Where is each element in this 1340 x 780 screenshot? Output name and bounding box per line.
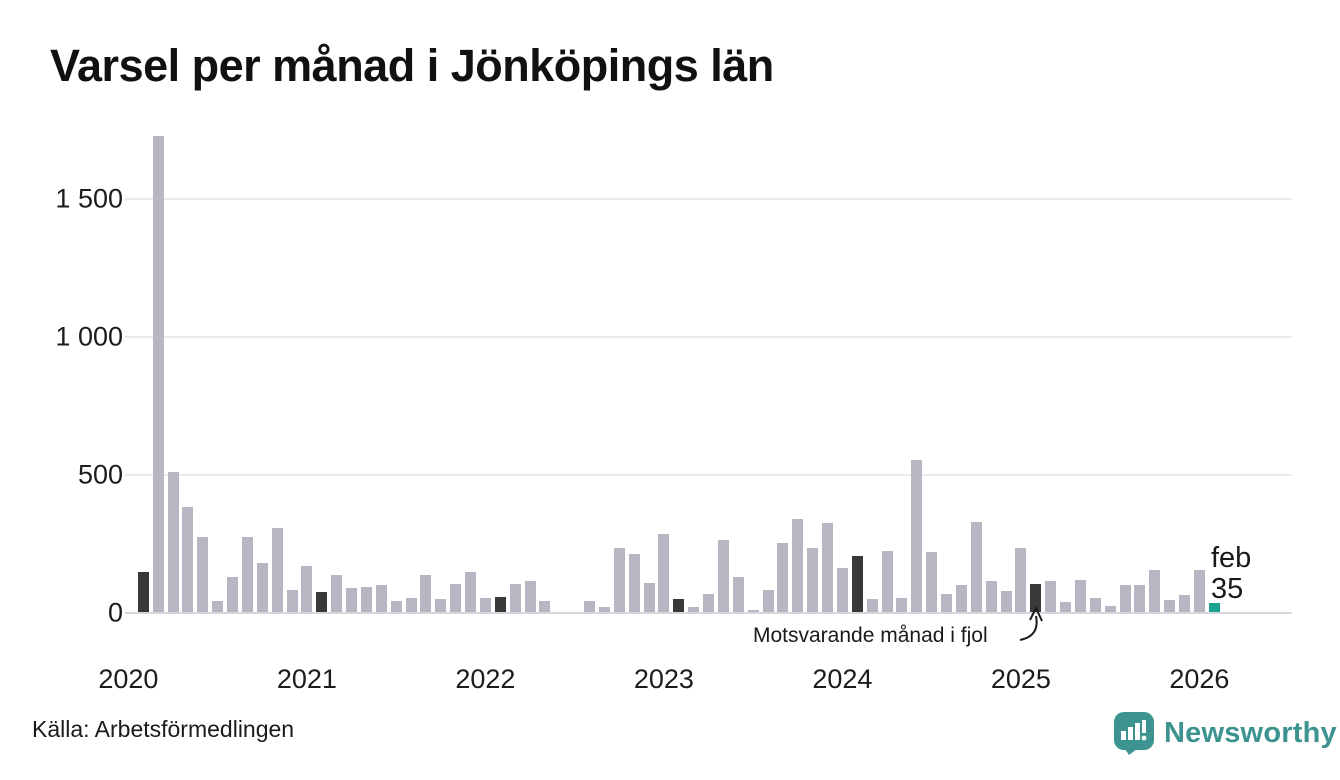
x-axis-tick-2020: 2020 — [98, 664, 159, 694]
bar-jul-2020 — [212, 601, 224, 613]
y-axis-tick-0: 0 — [107, 597, 123, 628]
bar-feb-2023 — [673, 599, 685, 613]
bar-jun-2024 — [911, 460, 923, 613]
x-axis-tick-2024: 2024 — [812, 664, 873, 694]
bar-feb-2020 — [137, 572, 149, 613]
bar-okt-2023 — [792, 519, 804, 613]
bar-dec-2020 — [286, 590, 298, 613]
bar-okt-2024 — [970, 522, 982, 613]
bar-jan-2022 — [479, 598, 491, 613]
x-axis-tick-2022: 2022 — [455, 664, 516, 694]
source-text: Källa: Arbetsförmedlingen — [32, 716, 295, 742]
bar-apr-2024 — [881, 551, 893, 613]
bar-maj-2022 — [539, 601, 551, 613]
bar-jan-2026 — [1193, 570, 1205, 613]
current-value-label: feb 35 — [1211, 543, 1251, 605]
bar-apr-2020 — [167, 472, 179, 613]
bar-apr-2022 — [524, 581, 536, 613]
bar-feb-2025 — [1030, 584, 1042, 613]
bar-dec-2021 — [465, 572, 477, 613]
bar-jul-2021 — [390, 601, 402, 613]
bar-maj-2024 — [896, 598, 908, 613]
gridline-1000 — [125, 336, 1292, 339]
bar-feb-2026 — [1208, 603, 1220, 613]
bar-mar-2025 — [1045, 581, 1057, 613]
newsworthy-bubble-icon — [1114, 712, 1154, 755]
bar-okt-2020 — [256, 563, 268, 613]
bar-sep-2023 — [777, 543, 789, 613]
bar-nov-2024 — [985, 581, 997, 613]
bar-aug-2020 — [227, 577, 239, 613]
bar-maj-2020 — [182, 507, 194, 613]
bar-jan-2021 — [301, 566, 313, 613]
bar-sep-2025 — [1134, 585, 1146, 613]
bar-jul-2023 — [747, 610, 759, 613]
bar-mar-2022 — [509, 584, 521, 613]
chart-title: Varsel per månad i Jönköpings län — [50, 40, 774, 91]
bar-sep-2020 — [241, 537, 253, 613]
current-month-text: feb — [1211, 542, 1252, 574]
bar-aug-2024 — [941, 594, 953, 613]
bar-jan-2024 — [836, 568, 848, 613]
newsworthy-wordmark: Newsworthy — [1164, 716, 1337, 749]
annotation-label: Motsvarande månad i fjol — [753, 624, 988, 647]
bar-jun-2020 — [197, 537, 209, 613]
bar-jan-2025 — [1015, 548, 1027, 613]
bar-jun-2021 — [375, 585, 387, 613]
newsworthy-logo: Newsworthy — [1113, 711, 1337, 755]
bar-apr-2025 — [1060, 602, 1072, 613]
bar-jul-2025 — [1104, 606, 1116, 613]
x-axis-tick-2026: 2026 — [1169, 664, 1230, 694]
gridline-1500 — [125, 198, 1292, 201]
y-axis-tick-1500: 1 500 — [55, 183, 123, 214]
current-value-text: 35 — [1211, 573, 1244, 605]
y-axis-tick-1000: 1 000 — [55, 321, 123, 352]
bar-nov-2022 — [628, 554, 640, 613]
bar-sep-2021 — [420, 575, 432, 613]
bar-feb-2022 — [494, 597, 506, 613]
bar-maj-2023 — [717, 540, 729, 613]
bar-aug-2025 — [1119, 585, 1131, 613]
bar-nov-2020 — [271, 528, 283, 613]
gridline-500 — [125, 474, 1292, 477]
x-axis-tick-2025: 2025 — [990, 664, 1051, 694]
bar-maj-2021 — [360, 587, 372, 613]
annotation-arrow-icon — [1019, 605, 1043, 641]
bar-jul-2024 — [926, 552, 938, 613]
bar-dec-2023 — [822, 523, 834, 613]
bar-nov-2021 — [450, 584, 462, 613]
bar-dec-2024 — [1000, 591, 1012, 613]
bar-feb-2021 — [316, 592, 328, 613]
bar-dec-2025 — [1179, 595, 1191, 613]
bar-aug-2023 — [762, 590, 774, 613]
x-axis-tick-2023: 2023 — [633, 664, 694, 694]
bar-mar-2021 — [331, 575, 343, 613]
bar-mar-2024 — [866, 599, 878, 613]
bar-sep-2022 — [598, 607, 610, 613]
bar-aug-2021 — [405, 598, 417, 613]
bar-mar-2023 — [688, 607, 700, 613]
bar-sep-2024 — [955, 585, 967, 613]
bar-okt-2025 — [1149, 570, 1161, 613]
bar-jun-2025 — [1089, 598, 1101, 613]
bar-okt-2022 — [613, 548, 625, 613]
x-axis-tick-2021: 2021 — [276, 664, 337, 694]
bar-maj-2025 — [1074, 580, 1086, 613]
bar-feb-2024 — [851, 556, 863, 613]
bar-jun-2023 — [732, 577, 744, 613]
bar-nov-2025 — [1164, 600, 1176, 613]
bar-nov-2023 — [807, 548, 819, 613]
bar-mar-2020 — [152, 136, 164, 613]
bar-apr-2023 — [703, 594, 715, 613]
bar-jan-2023 — [658, 534, 670, 613]
bar-aug-2022 — [584, 601, 596, 613]
bar-okt-2021 — [435, 599, 447, 613]
y-axis-tick-500: 500 — [77, 459, 123, 490]
bar-dec-2022 — [643, 583, 655, 613]
x-axis-line — [125, 612, 1292, 614]
bar-apr-2021 — [346, 588, 358, 613]
